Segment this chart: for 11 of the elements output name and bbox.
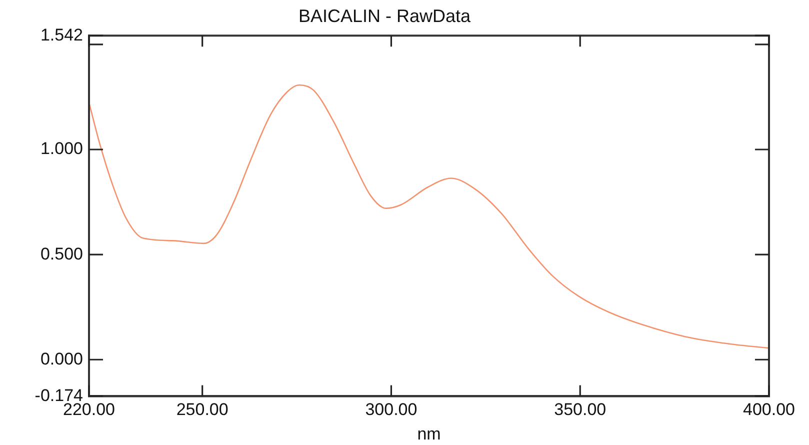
x-tick-label: 350.00: [554, 400, 606, 420]
y-tick-label: 0.000: [40, 349, 83, 368]
x-tick-label: 300.00: [365, 400, 418, 420]
y-tick-label: 1.000: [40, 139, 83, 158]
x-tick-label: 400.00: [743, 400, 795, 420]
x-tick-label: 220.00: [63, 400, 115, 420]
y-tick-label: 1.542: [40, 25, 83, 44]
chart-title: BAICALIN - RawData: [298, 6, 472, 26]
x-tick-label: 250.00: [176, 400, 228, 420]
y-tick-label: 0.500: [40, 244, 83, 264]
x-axis-title: nm: [417, 424, 441, 444]
